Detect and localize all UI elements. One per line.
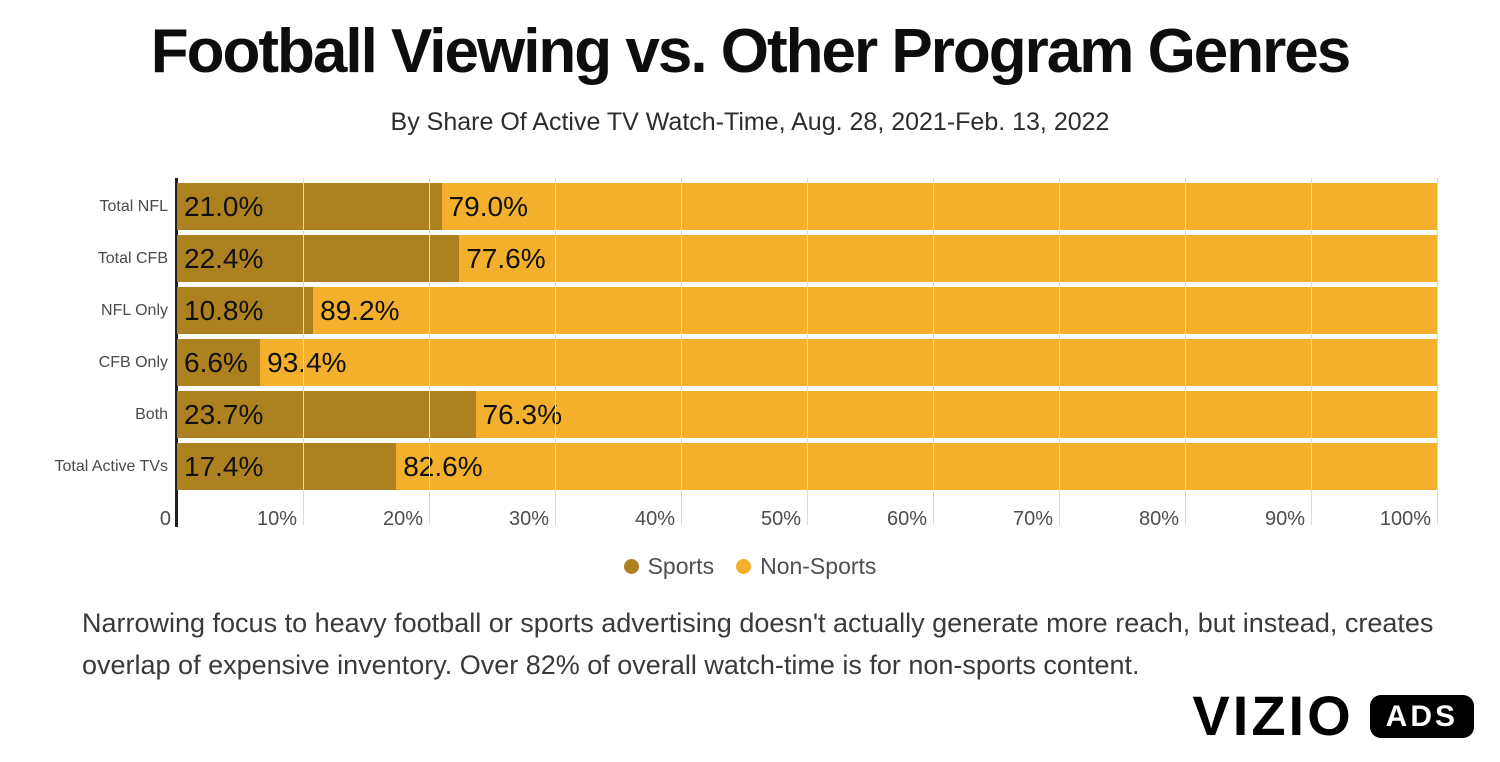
value-label-non-sports: 82.6% (403, 451, 483, 482)
gridline-100% (1437, 178, 1438, 525)
ads-badge: ADS (1369, 694, 1474, 738)
bar-segment-non-sports: 76.3% (475, 391, 1437, 438)
bar-segment-non-sports: 79.0% (441, 183, 1437, 230)
bar-row: CFB Only 6.6% 93.4% (99, 339, 1437, 386)
value-label-sports: 23.7% (184, 399, 264, 430)
gridline-50% (807, 178, 808, 525)
value-label-non-sports: 79.0% (448, 191, 528, 222)
gridline-40% (681, 178, 682, 525)
category-label: Total NFL (99, 198, 168, 215)
gridline-70% (1059, 178, 1060, 525)
bar-segment-sports: 21.0% (177, 183, 442, 230)
legend-dot-icon (623, 559, 639, 574)
bar-segment-sports: 6.6% (177, 339, 261, 386)
category-label: NFL Only (101, 302, 168, 319)
x-tick-label: 40% (634, 508, 675, 530)
bar-row: Total Active TVs 17.4% 82.6% (54, 443, 1437, 490)
bar-rows: Total NFL 21.0% 79.0% Total CFB 22.4% 77.6% NF… (54, 183, 1437, 495)
bar-row: Both 23.7% 76.3% (135, 391, 1437, 438)
value-label-non-sports: 77.6% (466, 243, 546, 274)
chart-legend: Sports Non-Sports (0, 553, 1500, 580)
stacked-bar-chart: Total NFL 21.0% 79.0% Total CFB 22.4% 77.6% NF… (54, 178, 1438, 530)
x-tick-label: 30% (508, 508, 549, 530)
x-tick-label: 20% (382, 508, 423, 530)
bar-segment-non-sports: 89.2% (313, 287, 1437, 334)
legend-item-non-sports: Non-Sports (736, 553, 876, 580)
x-tick-label: 90% (1264, 508, 1305, 530)
bar-segment-sports: 17.4% (177, 443, 397, 490)
value-label-sports: 10.8% (184, 295, 264, 326)
gridline-30% (555, 178, 556, 525)
bar-segment-non-sports: 93.4% (260, 339, 1437, 386)
gridline-10% (303, 178, 304, 525)
vizio-logo: VIZIO (1192, 684, 1354, 747)
branding: VIZIO ADS (1192, 688, 1474, 744)
bar-row: Total CFB 22.4% 77.6% (98, 235, 1437, 282)
value-label-sports: 6.6% (184, 347, 248, 378)
bar-segment-non-sports: 82.6% (396, 443, 1437, 490)
value-label-non-sports: 89.2% (320, 295, 400, 326)
bar-segment-sports: 22.4% (177, 235, 460, 282)
x-tick-label: 70% (1012, 508, 1053, 530)
value-label-sports: 21.0% (184, 191, 264, 222)
value-label-non-sports: 93.4% (267, 347, 347, 378)
legend-label: Non-Sports (760, 553, 877, 579)
bar-segment-sports: 10.8% (177, 287, 314, 334)
category-label: CFB Only (98, 354, 168, 371)
value-label-non-sports: 76.3% (482, 399, 563, 430)
gridline-80% (1185, 178, 1186, 525)
footer-note: Narrowing focus to heavy football or spo… (82, 608, 1434, 680)
category-label: Both (135, 406, 168, 423)
x-tick-label: 50% (760, 508, 801, 530)
value-label-sports: 22.4% (184, 243, 264, 274)
value-label-sports: 17.4% (184, 451, 264, 482)
x-tick-label: 100% (1379, 508, 1431, 530)
legend-dot-icon (736, 559, 752, 574)
x-tick-label: 60% (886, 508, 927, 530)
x-tick-label: 0 (159, 508, 171, 530)
page-title: Football Viewing vs. Other Program Genre… (150, 17, 1352, 86)
bar-row: Total NFL 21.0% 79.0% (100, 183, 1437, 230)
x-tick-label: 10% (256, 508, 297, 530)
legend-label: Sports (647, 553, 715, 579)
bar-segment-non-sports: 77.6% (459, 235, 1437, 282)
category-label: Total CFB (97, 250, 168, 267)
gridline-20% (429, 178, 430, 525)
x-tick-label: 80% (1138, 508, 1179, 530)
bar-row: NFL Only 10.8% 89.2% (101, 287, 1437, 334)
gridline-60% (933, 178, 934, 525)
y-axis-line (175, 178, 178, 527)
category-label: Total Active TVs (54, 458, 168, 475)
gridline-90% (1311, 178, 1312, 525)
legend-item-sports: Sports (623, 553, 715, 580)
chart-subtitle: By Share Of Active TV Watch-Time, Aug. 2… (390, 108, 1110, 136)
bar-segment-sports: 23.7% (177, 391, 476, 438)
